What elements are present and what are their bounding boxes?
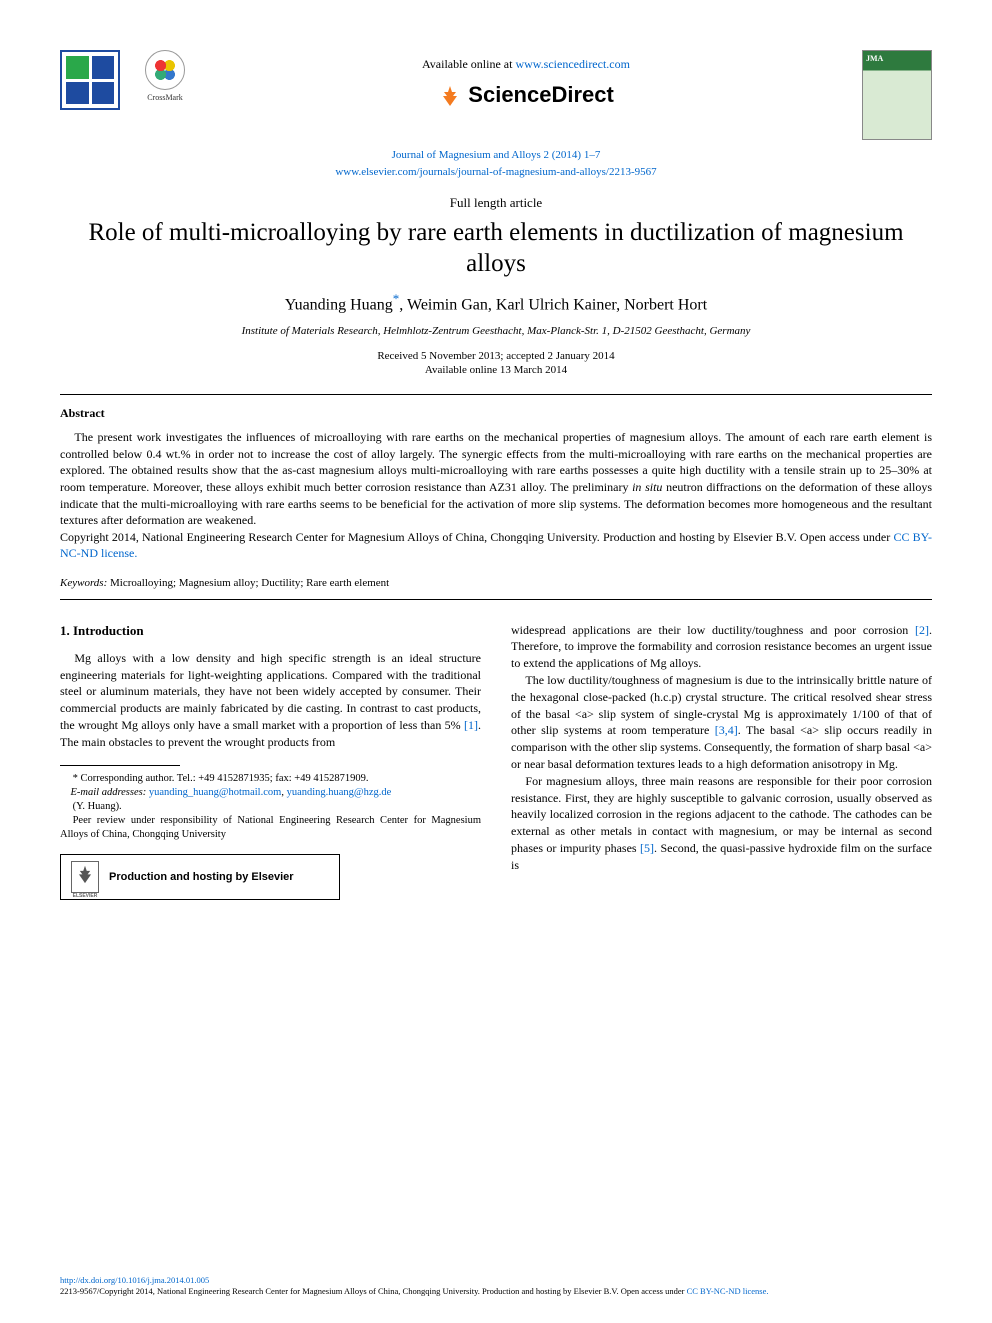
email-label: E-mail addresses: bbox=[71, 787, 147, 798]
ref-2[interactable]: [2] bbox=[915, 623, 929, 637]
peer-review: Peer review under responsibility of Nati… bbox=[60, 814, 481, 842]
abstract-body: The present work investigates the influe… bbox=[60, 429, 932, 561]
journal-cover-label: JMA bbox=[866, 54, 928, 65]
keywords-text: Microalloying; Magnesium alloy; Ductilit… bbox=[107, 577, 389, 589]
corresponding-author: * Corresponding author. Tel.: +49 415287… bbox=[60, 772, 481, 786]
rule-top bbox=[60, 394, 932, 395]
journal-url-line: www.elsevier.com/journals/journal-of-mag… bbox=[60, 165, 932, 180]
doi-link[interactable]: http://dx.doi.org/10.1016/j.jma.2014.01.… bbox=[60, 1275, 209, 1285]
sciencedirect-url[interactable]: www.sciencedirect.com bbox=[515, 57, 630, 71]
abstract-insitu: in situ bbox=[632, 480, 662, 494]
column-left: 1. Introduction Mg alloys with a low den… bbox=[60, 622, 481, 901]
intro-p2a: widespread applications are their low du… bbox=[511, 623, 915, 637]
footnotes: * Corresponding author. Tel.: +49 415287… bbox=[60, 772, 481, 843]
journal-url[interactable]: www.elsevier.com/journals/journal-of-mag… bbox=[335, 166, 656, 178]
elsevier-tree-icon bbox=[438, 84, 462, 108]
available-date: Available online 13 March 2014 bbox=[425, 364, 567, 376]
footer-license-link[interactable]: CC BY-NC-ND license. bbox=[687, 1286, 769, 1296]
body-columns: 1. Introduction Mg alloys with a low den… bbox=[60, 622, 932, 901]
section-1-heading: 1. Introduction bbox=[60, 622, 481, 640]
sciencedirect-logo: ScienceDirect bbox=[210, 80, 842, 110]
authors-rest: , Weimin Gan, Karl Ulrich Kainer, Norber… bbox=[399, 296, 707, 313]
keywords: Keywords: Microalloying; Magnesium alloy… bbox=[60, 576, 932, 591]
sciencedirect-text: ScienceDirect bbox=[468, 82, 614, 107]
journal-citation[interactable]: Journal of Magnesium and Alloys 2 (2014)… bbox=[392, 149, 601, 161]
received-date: Received 5 November 2013; accepted 2 Jan… bbox=[377, 350, 614, 362]
journal-citation-line: Journal of Magnesium and Alloys 2 (2014)… bbox=[60, 148, 932, 163]
authors: Yuanding Huang*, Weimin Gan, Karl Ulrich… bbox=[60, 290, 932, 316]
ref-1[interactable]: [1] bbox=[464, 718, 478, 732]
column-right: widespread applications are their low du… bbox=[511, 622, 932, 901]
affiliation: Institute of Materials Research, Helmhlo… bbox=[60, 324, 932, 339]
production-hosting-text: Production and hosting by Elsevier bbox=[109, 870, 294, 885]
ref-34[interactable]: [3,4] bbox=[715, 723, 738, 737]
ccg-logo bbox=[60, 50, 120, 110]
dates: Received 5 November 2013; accepted 2 Jan… bbox=[60, 349, 932, 379]
crossmark-badge[interactable]: CrossMark bbox=[140, 50, 190, 104]
crossmark-icon bbox=[145, 50, 185, 90]
keywords-label: Keywords: bbox=[60, 577, 107, 589]
crossmark-label: CrossMark bbox=[147, 93, 183, 102]
header-center: Available online at www.sciencedirect.co… bbox=[210, 50, 842, 114]
abstract-heading: Abstract bbox=[60, 405, 932, 421]
available-online: Available online at www.sciencedirect.co… bbox=[210, 56, 842, 72]
available-online-text: Available online at bbox=[422, 57, 515, 71]
page-footer: http://dx.doi.org/10.1016/j.jma.2014.01.… bbox=[60, 1275, 932, 1297]
email-1[interactable]: yuanding_huang@hotmail.com bbox=[149, 787, 281, 798]
article-title: Role of multi-microalloying by rare eart… bbox=[60, 217, 932, 280]
header: CrossMark Available online at www.scienc… bbox=[60, 50, 932, 140]
author-corresponding: Yuanding Huang bbox=[285, 296, 393, 313]
article-type: Full length article bbox=[60, 194, 932, 212]
abstract-license-pre: Open access under bbox=[800, 530, 894, 544]
footer-license-pre: Open access under bbox=[621, 1286, 687, 1296]
footnote-separator bbox=[60, 765, 180, 766]
ref-5[interactable]: [5] bbox=[640, 841, 654, 855]
rule-bottom bbox=[60, 599, 932, 600]
abstract-copyright: Copyright 2014, National Engineering Res… bbox=[60, 530, 800, 544]
email-2[interactable]: yuanding.huang@hzg.de bbox=[287, 787, 392, 798]
footer-issn: 2213-9567/Copyright 2014, National Engin… bbox=[60, 1286, 621, 1296]
elsevier-mini-logo: ELSEVIER bbox=[71, 861, 99, 893]
intro-p1a: Mg alloys with a low density and high sp… bbox=[60, 651, 481, 732]
production-hosting-box: ELSEVIER Production and hosting by Elsev… bbox=[60, 854, 340, 900]
email-tail: (Y. Huang). bbox=[60, 800, 481, 814]
journal-cover-thumb: JMA bbox=[862, 50, 932, 140]
